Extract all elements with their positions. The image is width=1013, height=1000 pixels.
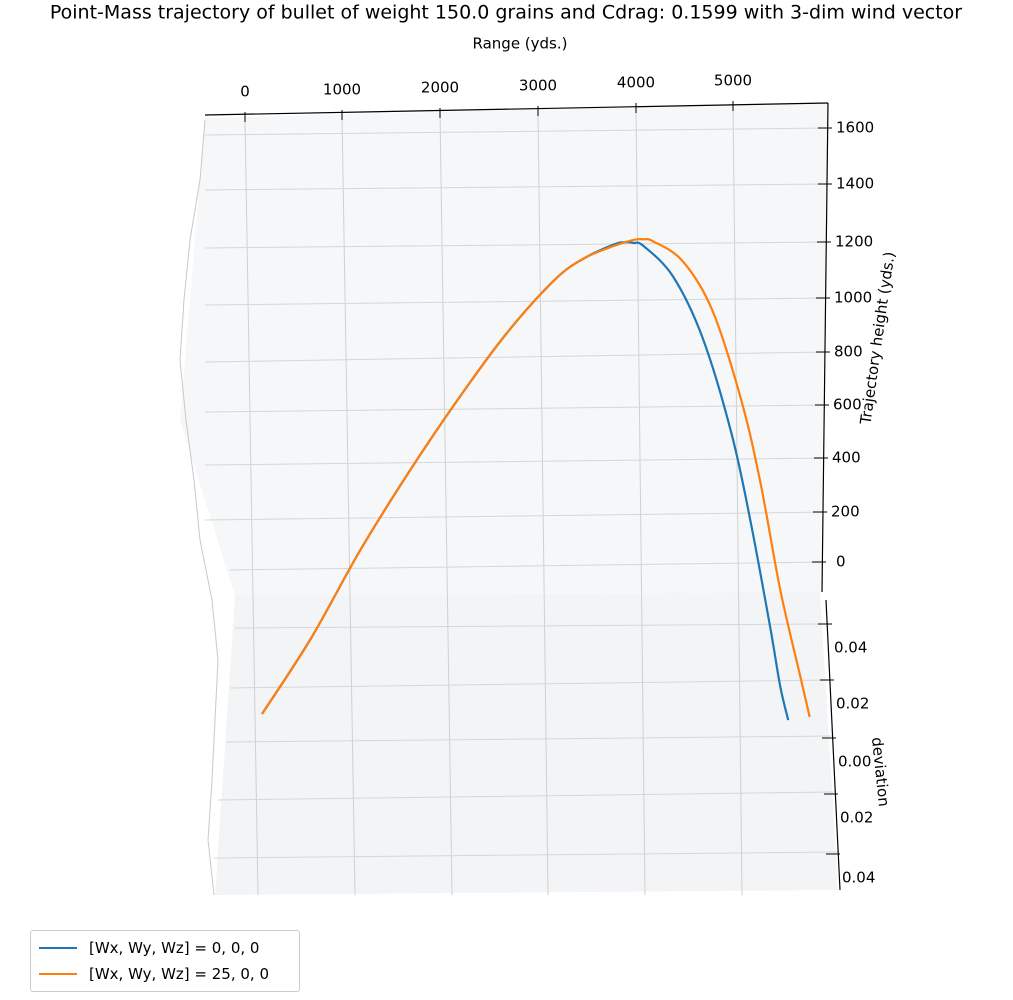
x-tick-label: 5000 — [714, 72, 752, 90]
legend-swatch-series-2 — [39, 973, 77, 975]
deviation-tick-label: 0.04 — [842, 869, 875, 887]
floor-pane — [215, 592, 838, 895]
deviation-axis-spine — [825, 599, 841, 891]
x-tick-label: 4000 — [617, 74, 655, 92]
legend-entry-series-2: [Wx, Wy, Wz] = 25, 0, 0 — [39, 962, 269, 986]
z-axis-label: Trajectory height (yds.) — [856, 250, 898, 426]
back-pane — [180, 102, 828, 596]
x-tick-label: 2000 — [421, 79, 459, 97]
deviation-tick-label: 0.02 — [840, 809, 873, 827]
pane-edge-line — [179, 119, 219, 896]
x-tick-label: 0 — [240, 83, 250, 101]
z-tick-label: 200 — [831, 503, 860, 521]
deviation-tick-label: 0.00 — [838, 753, 871, 771]
z-tick-label: 800 — [834, 343, 863, 361]
z-tick-label: 600 — [833, 396, 862, 414]
horizontal-gridline — [204, 457, 829, 466]
z-tick-label: 400 — [832, 449, 861, 467]
legend: [Wx, Wy, Wz] = 0, 0, 0 [Wx, Wy, Wz] = 25… — [30, 930, 300, 992]
horizontal-gridline — [204, 183, 829, 191]
z-tick-label: 1600 — [836, 119, 874, 137]
legend-label-series-1: [Wx, Wy, Wz] = 0, 0, 0 — [89, 939, 260, 957]
vertical-gridline — [732, 104, 743, 896]
deviation-tick-label: 0.02 — [836, 695, 869, 713]
legend-label-series-2: [Wx, Wy, Wz] = 25, 0, 0 — [89, 965, 269, 983]
z-tick-label: 1000 — [834, 289, 872, 307]
horizontal-gridline — [204, 127, 829, 136]
horizontal-gridline — [229, 679, 831, 689]
x-axis-label: Range (yds.) — [473, 35, 568, 53]
x-tick-label: 1000 — [323, 81, 361, 99]
horizontal-gridline — [229, 561, 826, 571]
x-axis-spine — [204, 102, 829, 116]
horizontal-gridline — [225, 735, 833, 743]
legend-entry-series-1: [Wx, Wy, Wz] = 0, 0, 0 — [39, 936, 259, 960]
z-tick-label: 0 — [836, 553, 846, 571]
deviation-tick-label: 0.04 — [834, 639, 867, 657]
z-tick-label: 1200 — [835, 233, 873, 251]
horizontal-gridline — [204, 297, 829, 306]
horizontal-gridline — [204, 511, 829, 521]
horizontal-gridline — [213, 851, 839, 859]
horizontal-gridline — [234, 623, 827, 629]
x-tick-label: 3000 — [519, 77, 557, 95]
legend-swatch-series-1 — [39, 947, 77, 949]
series-line-2 — [261, 237, 811, 718]
vertical-gridline — [341, 114, 356, 896]
horizontal-gridline — [204, 351, 829, 363]
vertical-gridline — [537, 109, 549, 896]
vertical-gridline — [439, 112, 453, 896]
z-tick-label: 1400 — [836, 175, 874, 193]
deviation-axis-label: deviation — [868, 736, 893, 807]
horizontal-gridline — [204, 241, 829, 249]
horizontal-gridline — [217, 791, 835, 801]
chart-title: Point-Mass trajectory of bullet of weigh… — [50, 2, 962, 24]
